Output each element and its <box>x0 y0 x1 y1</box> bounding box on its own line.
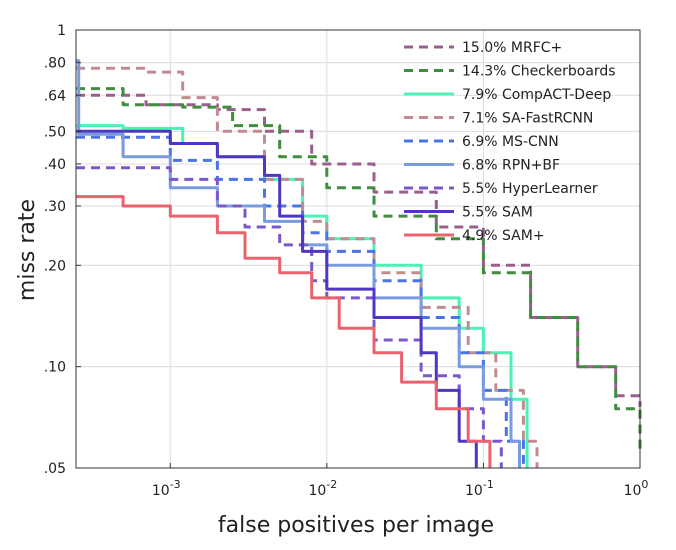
y-tick-label: .50 <box>44 124 66 140</box>
legend-entry: 5.5% HyperLearner <box>462 181 598 197</box>
series-line-4 <box>76 135 525 468</box>
y-tick-label: .64 <box>44 88 66 104</box>
y-tick-labels: .05 .10 .20 .30 .40 .50 .64 .80 1 <box>44 23 81 477</box>
x-tick-exponent: 0 <box>641 478 648 491</box>
legend: 15.0% MRFC+ 14.3% Checkerboards 7.9% CompA… <box>404 40 616 244</box>
x-tick-label: 100 <box>624 478 649 499</box>
legend-entry: 4.9% SAM+ <box>462 228 545 244</box>
x-tick-labels: 10-3 10-2 10-1 100 <box>152 463 649 499</box>
x-tick-base: 10 <box>624 483 642 499</box>
y-tick-label: .40 <box>44 157 66 173</box>
x-tick-label: 10-1 <box>465 478 494 499</box>
x-tick-exponent: -3 <box>170 478 181 491</box>
x-axis-label: false positives per image <box>218 513 494 538</box>
legend-entry: 15.0% MRFC+ <box>462 40 562 56</box>
x-tick-label: 10-2 <box>308 478 337 499</box>
x-tick-exponent: -1 <box>483 478 494 491</box>
legend-entry: 14.3% Checkerboards <box>462 64 616 80</box>
x-tick-base: 10 <box>308 483 326 499</box>
series-line-7 <box>76 129 478 468</box>
series-line-8 <box>76 195 492 468</box>
legend-entry: 7.1% SA-FastRCNN <box>462 111 593 127</box>
x-tick-base: 10 <box>465 483 483 499</box>
x-tick-label: 10-3 <box>152 478 181 499</box>
plot-frame <box>75 29 641 469</box>
y-tick-label: .20 <box>44 258 66 274</box>
series-line-1 <box>76 87 642 455</box>
legend-entry: 6.8% RPN+BF <box>462 158 560 174</box>
y-tick-label: .30 <box>44 199 66 215</box>
y-tick-label: .10 <box>44 360 66 376</box>
series-line-5 <box>76 59 521 468</box>
legend-entry: 7.9% CompACT-Deep <box>462 87 611 103</box>
y-axis-label: miss rate <box>15 199 40 301</box>
x-tick-base: 10 <box>152 483 170 499</box>
y-tick-label: .80 <box>44 56 66 72</box>
y-tick-label: .05 <box>44 461 66 477</box>
series-layer <box>76 59 642 468</box>
y-tick-label: 1 <box>57 23 66 39</box>
legend-entry: 5.5% SAM <box>462 205 533 221</box>
legend-entry: 6.9% MS-CNN <box>462 134 559 150</box>
x-tick-exponent: -2 <box>326 478 337 491</box>
